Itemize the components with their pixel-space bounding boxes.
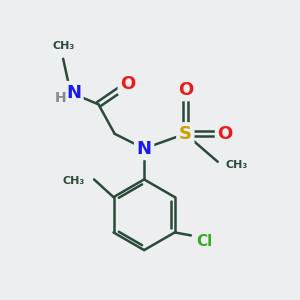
Text: S: S [179,125,192,143]
Text: N: N [136,140,152,158]
Text: Cl: Cl [196,234,212,249]
Text: O: O [178,81,193,99]
Text: CH₃: CH₃ [225,160,247,170]
Text: CH₃: CH₃ [63,176,85,186]
Text: H: H [54,92,66,106]
Text: O: O [120,75,136,93]
Text: CH₃: CH₃ [52,41,74,51]
Text: N: N [66,84,81,102]
Text: O: O [218,125,233,143]
